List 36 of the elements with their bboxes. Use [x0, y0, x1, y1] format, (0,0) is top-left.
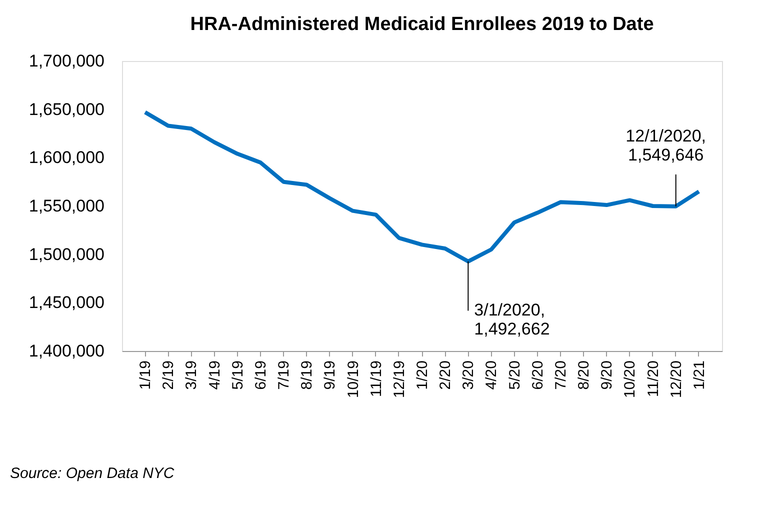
y-tick-label: 1,700,000 [28, 52, 104, 70]
x-tick-label: 2/19 [160, 360, 178, 390]
x-tick-label: 6/20 [529, 360, 546, 390]
x-tick-label: 4/20 [483, 360, 500, 390]
y-tick-label: 1,500,000 [28, 244, 104, 264]
x-tick-label: 1/20 [414, 360, 431, 390]
y-tick-label: 1,650,000 [28, 100, 104, 119]
x-tick-label: 8/19 [298, 360, 316, 390]
x-tick-label: 7/19 [276, 360, 293, 390]
x-tick-label: 9/19 [322, 360, 339, 390]
source-note: Source: Open Data NYC [10, 465, 174, 482]
y-tick-label: 1,600,000 [28, 148, 104, 168]
x-tick-label: 11/20 [644, 360, 662, 397]
y-tick-label: 1,400,000 [28, 342, 104, 360]
annotation: 12/1/2020, 1,549,646 [626, 126, 706, 164]
x-tick-label: 10/20 [622, 360, 639, 398]
x-tick-label: 5/19 [229, 360, 246, 390]
x-tick-label: 7/20 [552, 360, 570, 390]
x-tick-label: 12/19 [390, 360, 408, 398]
x-tick-label: 12/20 [668, 360, 685, 398]
x-tick-label: 4/19 [206, 360, 224, 390]
x-tick-label: 9/20 [598, 360, 616, 390]
x-tick-label: 8/20 [576, 360, 593, 390]
y-tick-label: 1,450,000 [28, 293, 104, 312]
y-tick-label: 1,550,000 [28, 196, 104, 216]
x-tick-label: 6/19 [252, 360, 270, 390]
x-tick-label: 3/19 [183, 360, 200, 390]
x-tick-label: 1/21 [690, 360, 708, 390]
x-tick-label: 10/19 [344, 360, 362, 398]
x-tick-label: 11/19 [368, 360, 385, 397]
chart-title: HRA-Administered Medicaid Enrollees 2019 to Date [190, 14, 654, 35]
x-tick-label: 1/19 [137, 360, 154, 390]
x-tick-label: 3/20 [460, 360, 478, 390]
x-tick-label: 2/20 [437, 360, 454, 390]
annotation: 3/1/2020, 1,492,662 [474, 300, 550, 339]
x-tick-label: 5/20 [506, 360, 524, 390]
